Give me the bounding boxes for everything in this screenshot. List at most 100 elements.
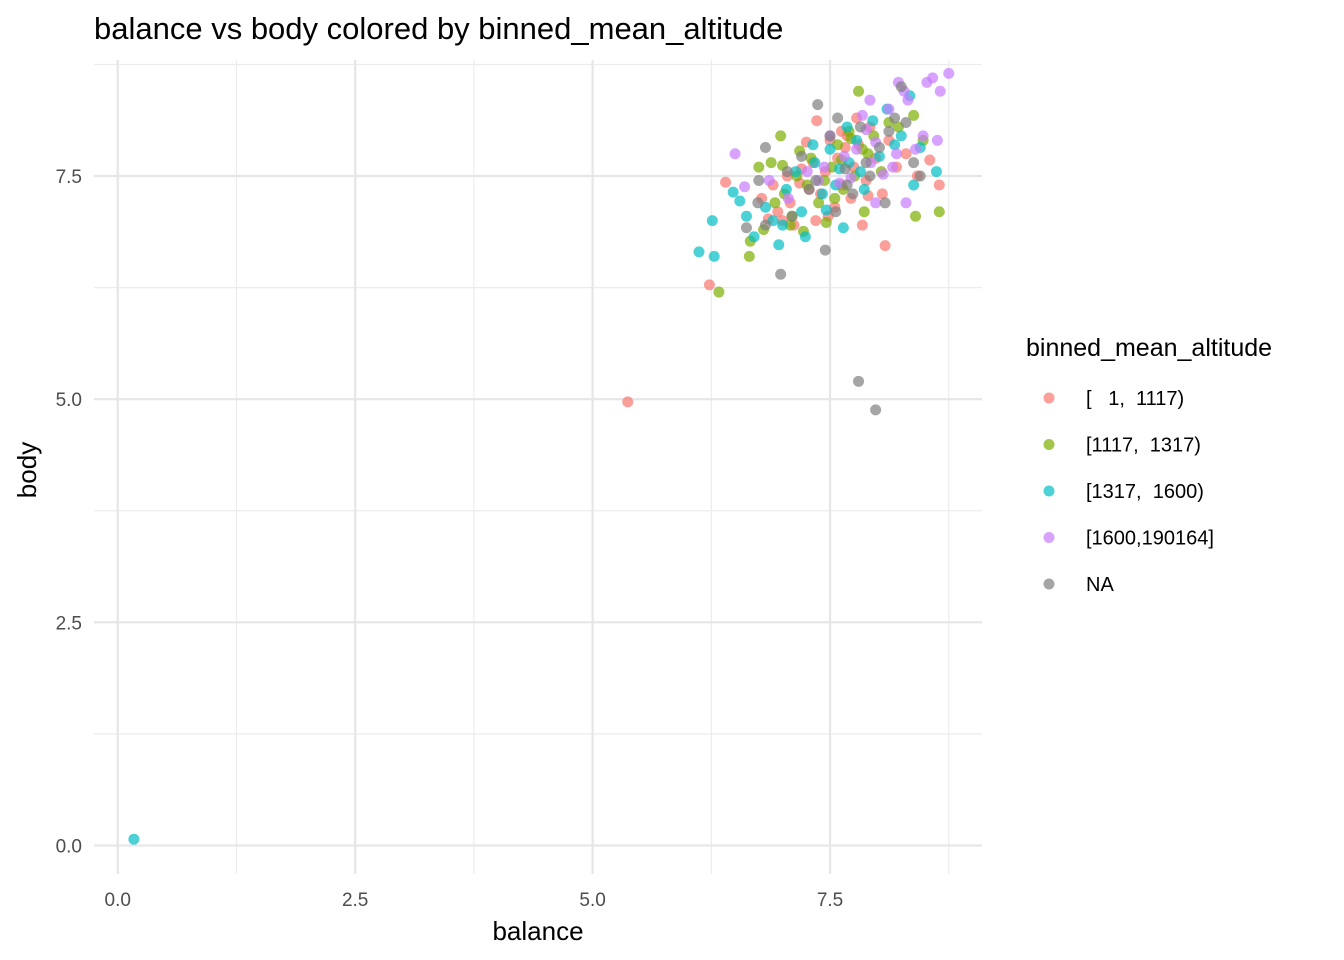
legend: binned_mean_altitude [ 1, 1117) [1117, 13… <box>1026 334 1272 596</box>
data-point <box>739 181 751 193</box>
data-point <box>734 195 746 207</box>
data-point <box>824 143 836 155</box>
x-tick-label: 2.5 <box>342 890 368 911</box>
data-point <box>877 168 889 180</box>
data-point <box>858 183 870 195</box>
data-point <box>706 215 718 227</box>
data-point <box>812 99 824 111</box>
data-point <box>883 103 895 115</box>
data-point <box>824 130 836 142</box>
data-point <box>763 174 775 186</box>
legend-title: binned_mean_altitude <box>1026 334 1272 362</box>
x-axis-ticks: 0.0 2.5 5.0 7.5 <box>105 890 844 911</box>
data-point <box>832 112 844 124</box>
legend-label: [ 1, 1117) <box>1086 388 1184 410</box>
data-point <box>900 116 912 128</box>
data-point <box>772 206 784 218</box>
data-point <box>900 197 912 209</box>
data-point <box>796 206 808 218</box>
data-point <box>693 246 705 258</box>
data-point <box>908 109 920 121</box>
y-axis-ticks: 0.0 2.5 5.0 7.5 <box>56 167 82 857</box>
data-point <box>873 150 885 162</box>
data-point <box>927 72 939 84</box>
y-tick-label: 2.5 <box>56 613 82 634</box>
data-point <box>933 206 945 218</box>
data-point <box>847 188 859 200</box>
data-point <box>851 134 863 146</box>
data-point <box>810 174 822 186</box>
data-point <box>914 170 926 182</box>
data-point <box>910 210 922 222</box>
data-point <box>753 174 765 186</box>
data-point <box>703 279 715 291</box>
data-point <box>813 197 825 209</box>
data-point <box>743 250 755 262</box>
data-point <box>837 222 849 234</box>
data-point <box>895 81 907 93</box>
data-point <box>841 179 853 191</box>
data-point <box>775 130 787 142</box>
data-point <box>748 231 760 243</box>
data-point <box>891 148 903 160</box>
data-point <box>900 148 912 160</box>
data-point <box>838 150 850 162</box>
data-point <box>128 833 140 845</box>
data-point <box>765 157 777 169</box>
data-point <box>769 197 781 209</box>
data-point <box>820 204 832 216</box>
data-point <box>786 210 798 222</box>
data-point <box>931 134 943 146</box>
data-point <box>860 157 872 169</box>
data-point <box>856 219 868 231</box>
data-point <box>775 268 787 280</box>
data-point <box>910 143 922 155</box>
data-point <box>924 154 936 166</box>
data-point <box>841 121 853 133</box>
legend-label: [1600,190164] <box>1086 528 1214 550</box>
x-axis-title: balance <box>492 916 583 946</box>
data-point <box>876 188 888 200</box>
data-point <box>908 157 920 169</box>
data-point <box>930 166 942 178</box>
data-point <box>720 176 732 188</box>
data-point <box>759 219 771 231</box>
y-tick-label: 5.0 <box>56 390 82 411</box>
data-point <box>777 219 789 231</box>
data-point <box>801 166 813 178</box>
data-point <box>816 188 828 200</box>
data-point <box>864 170 876 182</box>
data-point <box>810 215 822 227</box>
data-point <box>908 179 920 191</box>
data-point <box>854 121 866 133</box>
legend-key <box>1043 392 1055 404</box>
data-point <box>781 166 793 178</box>
data-point <box>819 244 831 256</box>
data-point <box>784 219 796 231</box>
data-point <box>854 166 866 178</box>
y-tick-label: 0.0 <box>56 836 82 857</box>
data-point <box>887 161 899 173</box>
data-point <box>870 404 882 416</box>
data-point <box>740 210 752 222</box>
data-point <box>796 150 808 162</box>
data-point <box>803 183 815 195</box>
data-point <box>811 115 823 127</box>
data-point <box>883 125 895 137</box>
data-point <box>902 94 914 106</box>
data-point <box>727 186 739 198</box>
data-point <box>622 396 634 408</box>
data-point <box>879 240 891 252</box>
data-point <box>759 141 771 153</box>
data-point <box>713 286 725 298</box>
data-point <box>889 112 901 124</box>
chart-title: balance vs body colored by binned_mean_a… <box>94 11 783 46</box>
data-point <box>752 197 764 209</box>
legend-items: [ 1, 1117) [1117, 1317) [1317, 1600) [1600,… <box>1043 388 1214 596</box>
data-point <box>867 115 879 127</box>
data-point <box>839 163 851 175</box>
data-point <box>889 139 901 151</box>
x-tick-label: 0.0 <box>105 890 131 911</box>
data-point <box>943 67 955 79</box>
